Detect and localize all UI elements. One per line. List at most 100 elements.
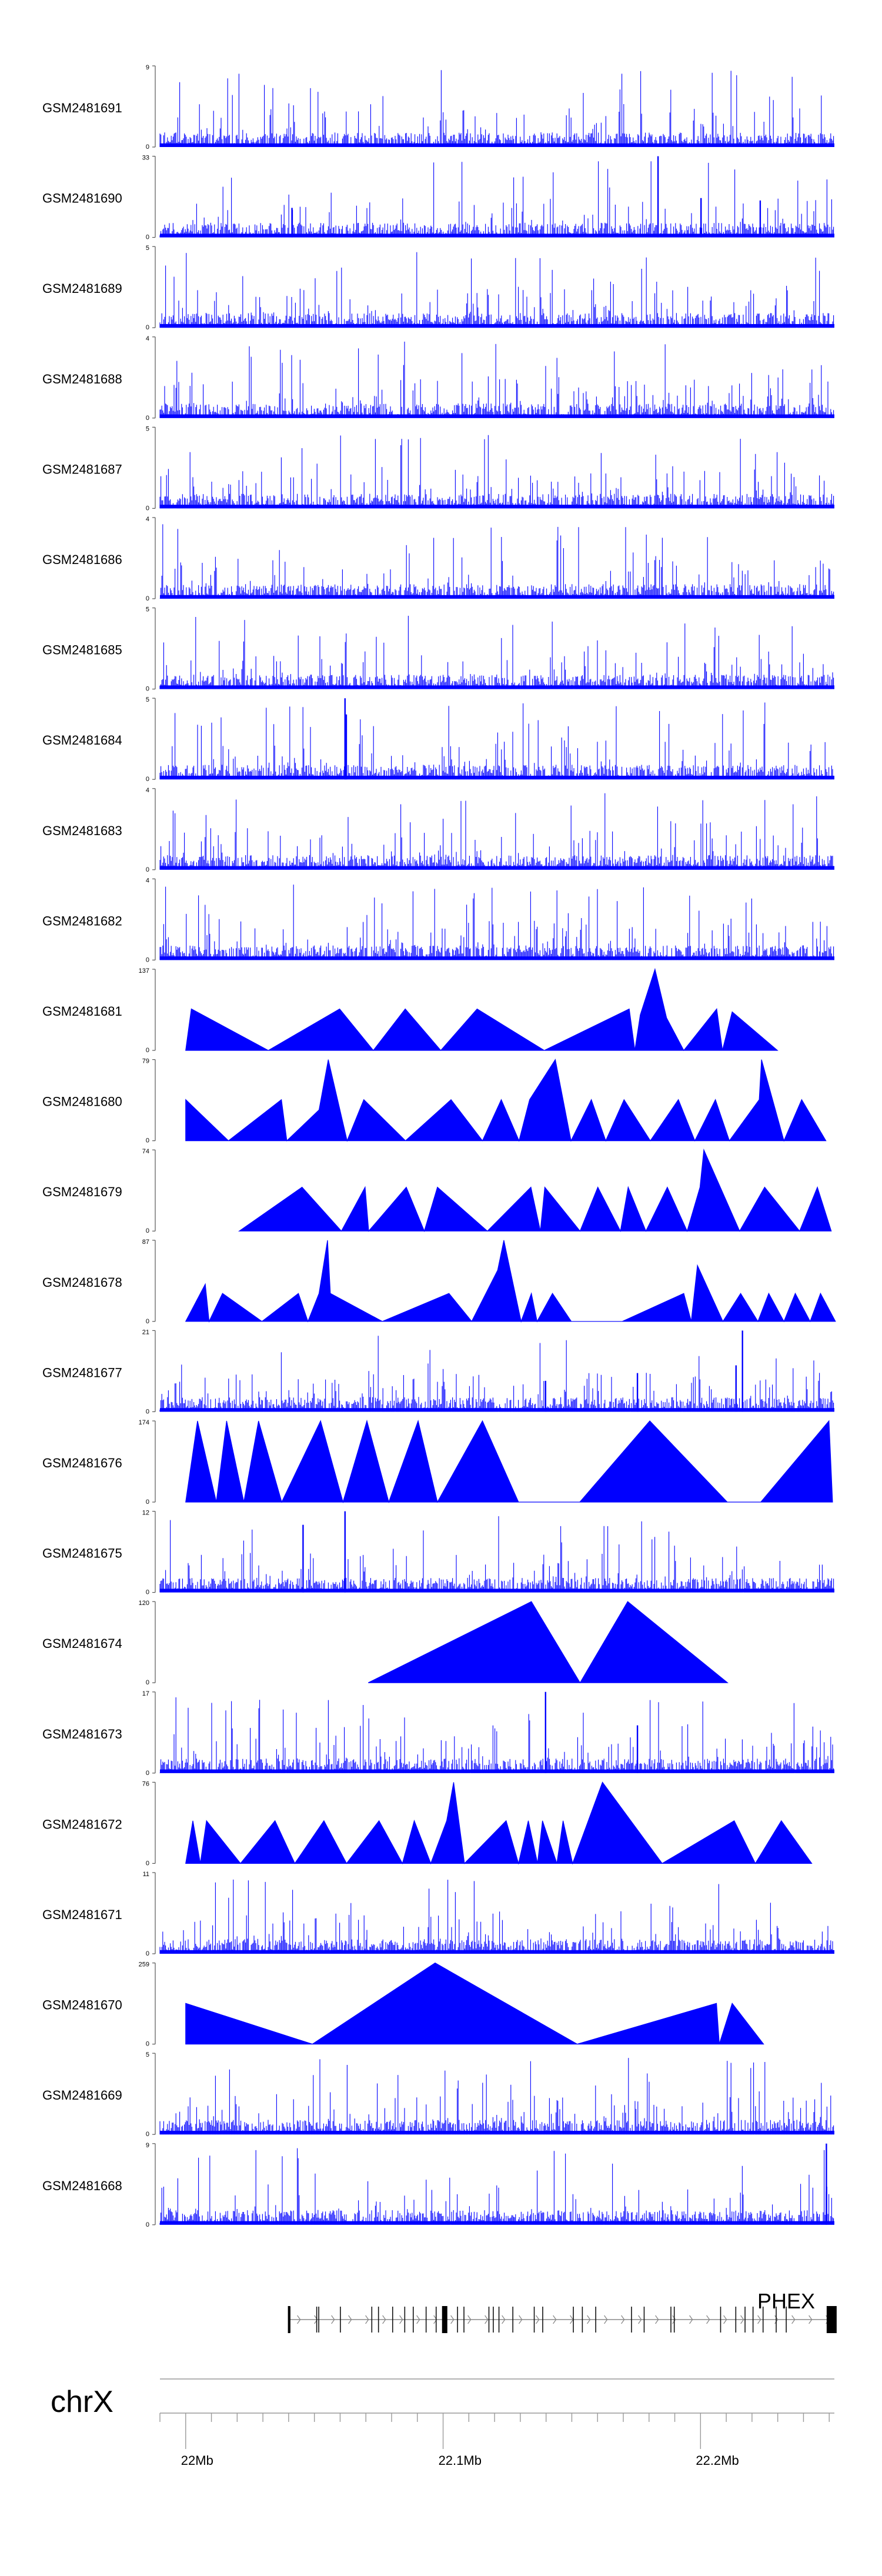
y-tick-label: 76 [142, 1780, 149, 1787]
strand-arrow [604, 2315, 608, 2324]
gene-exon-last [826, 2306, 837, 2333]
track: GSM2481671 11 0 [42, 1871, 834, 1957]
y-tick-label: 4 [146, 335, 149, 342]
coverage-baseline [160, 595, 834, 599]
y-tick-label: 0 [146, 866, 149, 873]
coverage-area [185, 1059, 827, 1142]
track: GSM2481678 87 0 [42, 1239, 836, 1325]
strand-arrow [314, 2315, 318, 2324]
strand-arrow [553, 2315, 557, 2324]
y-tick-label: 0 [146, 415, 149, 422]
coverage-spikes [159, 1336, 834, 1412]
track: GSM2481684 5 0 [42, 696, 834, 783]
track-label: GSM2481675 [42, 1546, 122, 1561]
y-tick-label: 74 [142, 1148, 149, 1155]
track-label: GSM2481668 [42, 2178, 122, 2193]
strand-arrow [297, 2315, 301, 2324]
coverage-baseline [160, 775, 834, 780]
y-tick-label: 0 [146, 1047, 149, 1054]
y-tick-label: 0 [146, 1770, 149, 1777]
coverage-spikes [159, 885, 834, 960]
y-tick-label: 174 [139, 1419, 149, 1426]
track: GSM2481669 5 0 [42, 2051, 834, 2138]
track-label: GSM2481686 [42, 552, 122, 567]
track-label: GSM2481672 [42, 1817, 122, 1831]
y-tick-label: 0 [146, 776, 149, 783]
y-tick-label: 120 [139, 1600, 149, 1607]
coverage-spikes [159, 341, 834, 418]
y-tick-label: 4 [146, 787, 149, 794]
strand-arrow [740, 2315, 744, 2324]
y-tick-label: 0 [146, 1679, 149, 1686]
track: GSM2481688 4 0 [42, 335, 834, 422]
coverage-baseline [160, 323, 834, 328]
y-tick-label: 11 [143, 1871, 149, 1878]
coverage-area [238, 1148, 832, 1233]
strand-arrow [433, 2315, 437, 2324]
coverage-spikes [159, 1697, 834, 1773]
chromosome-label: chrX [51, 2385, 113, 2419]
track: GSM2481680 79 0 [42, 1058, 827, 1144]
coverage-baseline [160, 866, 834, 870]
strand-arrow [365, 2315, 369, 2324]
y-tick-label: 0 [146, 2131, 149, 2138]
coverage-spikes [159, 2058, 834, 2135]
coverage-baseline [160, 1769, 834, 1773]
coverage-baseline [160, 143, 834, 147]
genome-axis-tick-label: 22.1Mb [439, 2453, 482, 2468]
coverage-baseline [160, 1950, 834, 1954]
coverage-area [185, 967, 779, 1052]
strand-arrow [621, 2315, 625, 2324]
coverage-area [185, 1240, 836, 1323]
track-label: GSM2481687 [42, 462, 122, 476]
track: GSM2481690 33 0 [42, 155, 834, 241]
coverage-spikes [159, 161, 834, 238]
y-tick-label: 5 [146, 2051, 149, 2058]
y-tick-label: 4 [146, 516, 149, 523]
y-tick-label: 21 [142, 1329, 149, 1336]
coverage-baseline [160, 1589, 834, 1593]
y-tick-label: 5 [146, 696, 149, 703]
y-tick-label: 5 [146, 245, 149, 252]
coverage-baseline [160, 1408, 834, 1412]
coverage-spikes [159, 702, 834, 780]
strand-arrow [791, 2315, 796, 2324]
coverage-spikes [159, 524, 834, 599]
strand-arrow [485, 2315, 489, 2324]
track-label: GSM2481684 [42, 733, 122, 748]
track-label: GSM2481688 [42, 372, 122, 386]
y-tick-label: 259 [139, 1961, 149, 1968]
genome-axis-tick-label: 22.2Mb [696, 2453, 739, 2468]
coverage-spikes [159, 435, 834, 509]
track: GSM2481670 259 0 [42, 1961, 764, 2048]
strand-arrow [399, 2315, 403, 2324]
coverage-area [185, 1781, 813, 1865]
strand-arrow [416, 2315, 420, 2324]
track: GSM2481691 9 0 [42, 64, 834, 151]
y-tick-label: 12 [142, 1510, 149, 1517]
y-tick-label: 9 [146, 2142, 149, 2149]
y-tick-label: 4 [146, 877, 149, 884]
track: GSM2481673 17 0 [42, 1690, 834, 1777]
track: GSM2481674 120 0 [42, 1600, 729, 1686]
track-label: GSM2481674 [42, 1636, 122, 1651]
strand-arrow [519, 2315, 523, 2324]
y-tick-label: 0 [146, 324, 149, 331]
coverage-spikes [159, 616, 834, 689]
y-tick-label: 0 [146, 2221, 149, 2228]
track: GSM2481668 9 0 [42, 2142, 834, 2228]
coverage-baseline [160, 414, 834, 418]
y-tick-label: 5 [146, 606, 149, 613]
gene-exon-coding [442, 2306, 447, 2333]
strand-arrow [450, 2315, 455, 2324]
track: GSM2481676 174 0 [42, 1419, 833, 1506]
track: GSM2481685 5 0 [42, 606, 834, 693]
strand-arrow [706, 2315, 710, 2324]
track: GSM2481686 4 0 [42, 516, 834, 602]
y-tick-label: 0 [146, 144, 149, 151]
track-label: GSM2481670 [42, 1998, 122, 2013]
track-label: GSM2481690 [42, 191, 122, 206]
strand-arrow [536, 2315, 540, 2324]
track: GSM2481679 74 0 [42, 1148, 832, 1234]
strand-arrow [502, 2315, 506, 2324]
